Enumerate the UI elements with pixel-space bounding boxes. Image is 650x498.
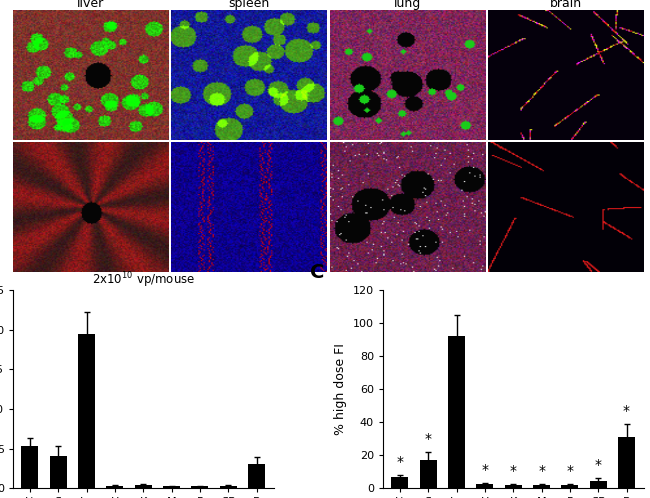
Bar (248, 464, 265, 488)
Text: *: * (595, 458, 602, 473)
Bar (220, 486, 237, 488)
Bar (191, 487, 209, 488)
Title: brain: brain (550, 0, 582, 10)
Bar (135, 485, 151, 488)
Bar (391, 477, 408, 488)
Text: *: * (623, 404, 630, 418)
Title: liver: liver (77, 0, 104, 10)
Y-axis label: % high dose FI: % high dose FI (334, 343, 347, 435)
Bar (420, 460, 437, 488)
Bar (78, 334, 95, 488)
Bar (618, 437, 635, 488)
Bar (448, 337, 465, 488)
Title: spleen: spleen (228, 0, 270, 10)
Bar (50, 456, 67, 488)
Text: *: * (566, 464, 573, 478)
Bar (476, 484, 493, 488)
Bar (163, 487, 180, 488)
Bar (21, 446, 38, 488)
Bar (107, 486, 124, 488)
Text: *: * (510, 464, 517, 478)
Text: C: C (310, 263, 324, 282)
Text: *: * (424, 432, 432, 446)
Bar (505, 485, 522, 488)
Title: 2x10$^{10}$ vp/mouse: 2x10$^{10}$ vp/mouse (92, 271, 195, 290)
Title: lung: lung (394, 0, 421, 10)
Bar (562, 485, 578, 488)
Text: *: * (538, 464, 545, 478)
Text: *: * (482, 463, 488, 477)
Text: *: * (396, 455, 404, 469)
Bar (590, 481, 606, 488)
Bar (533, 485, 550, 488)
